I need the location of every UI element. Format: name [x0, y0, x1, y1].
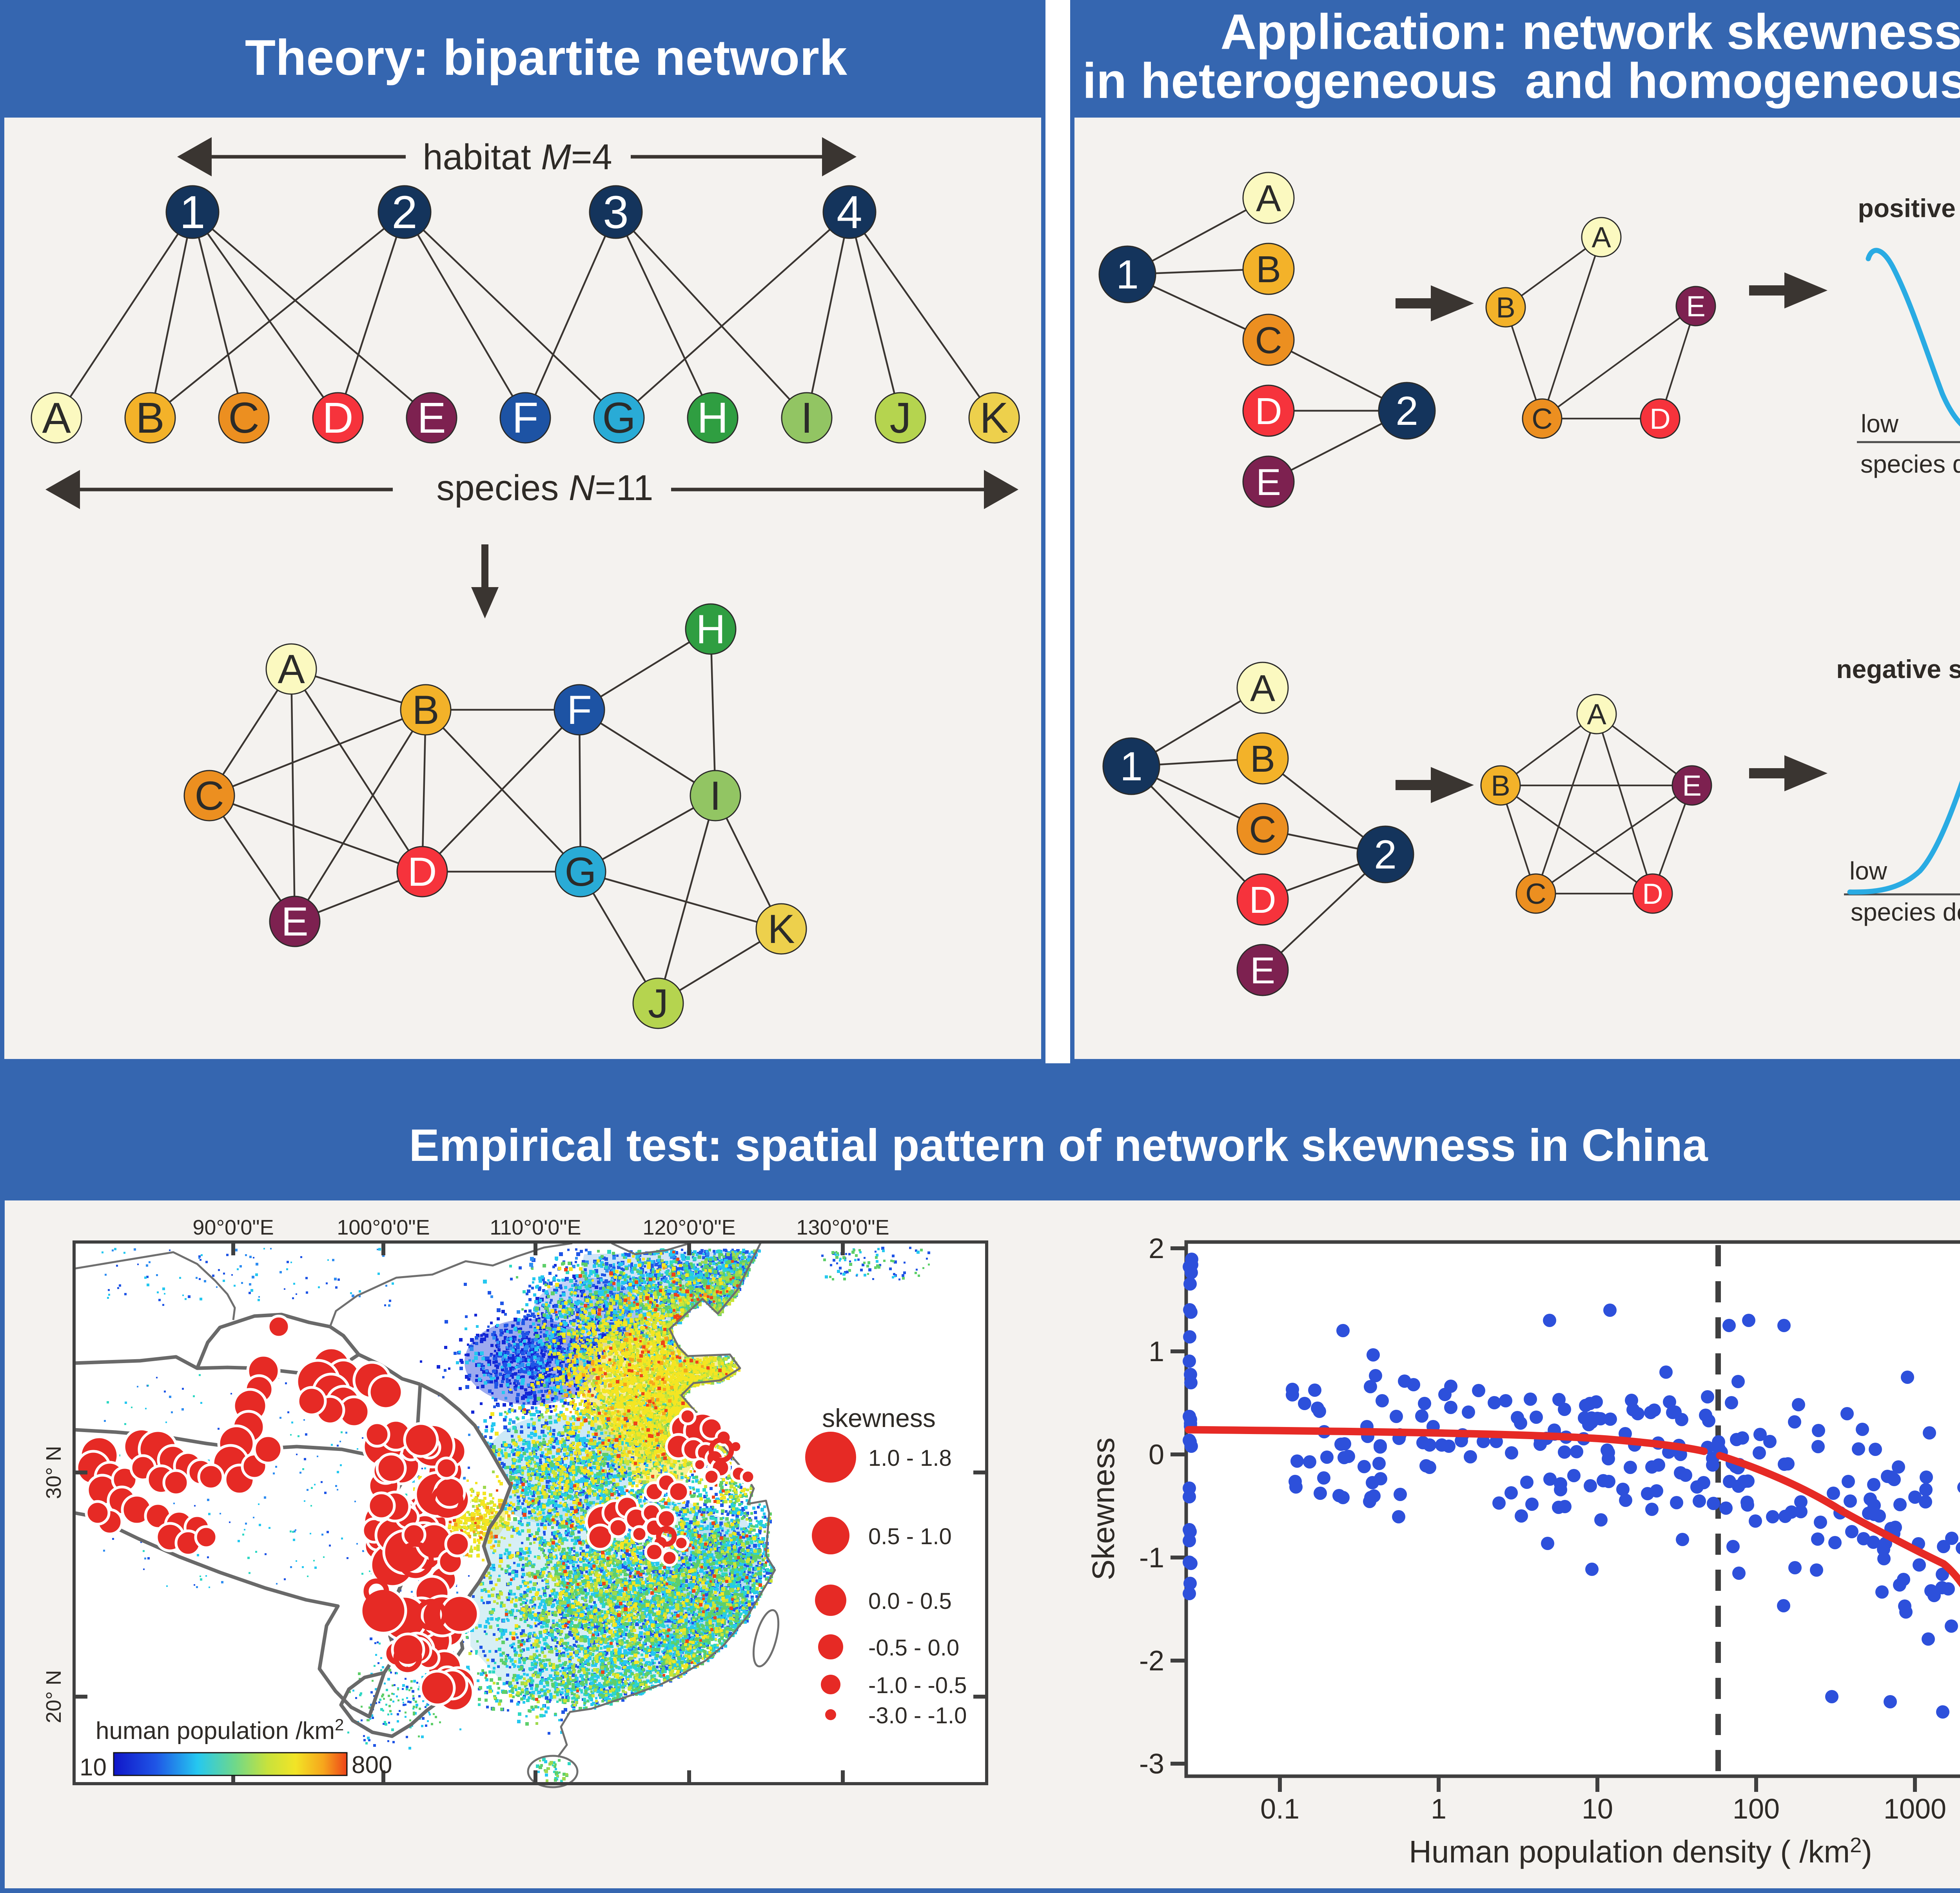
svg-text:H: H	[696, 607, 725, 652]
svg-text:10: 10	[1582, 1793, 1613, 1825]
svg-text:2: 2	[1396, 388, 1418, 434]
svg-text:30° N: 30° N	[42, 1446, 65, 1499]
svg-text:C: C	[1532, 403, 1552, 435]
svg-text:F: F	[567, 687, 592, 733]
svg-text:D: D	[1249, 879, 1276, 921]
svg-text:100: 100	[1733, 1793, 1780, 1825]
svg-text:species N=11: species N=11	[436, 468, 653, 508]
svg-text:1: 1	[1149, 1336, 1164, 1367]
svg-text:D: D	[1255, 390, 1282, 432]
svg-text:Empirical test: spatial patter: Empirical test: spatial pattern of netwo…	[409, 1120, 1708, 1171]
svg-text:B: B	[1496, 291, 1515, 324]
svg-text:A: A	[42, 394, 71, 442]
svg-text:in heterogeneous and homogene: in heterogeneous and homogeneous lakes	[1082, 53, 1960, 109]
svg-text:0.5 - 1.0: 0.5 - 1.0	[868, 1524, 952, 1549]
svg-text:4: 4	[837, 187, 862, 238]
svg-text:E: E	[1682, 769, 1701, 802]
svg-text:K: K	[768, 907, 795, 952]
svg-text:-0.5 - 0.0: -0.5 - 0.0	[868, 1635, 959, 1661]
svg-text:A: A	[1592, 221, 1611, 254]
svg-text:B: B	[1250, 738, 1275, 780]
svg-text:human population /km2: human population /km2	[96, 1715, 344, 1744]
svg-text:0: 0	[1149, 1439, 1164, 1471]
svg-text:species degree: species degree	[1851, 898, 1960, 926]
svg-text:C: C	[1249, 809, 1276, 850]
svg-text:I: I	[710, 773, 721, 819]
svg-text:1000: 1000	[1884, 1793, 1946, 1825]
svg-text:G: G	[565, 849, 597, 895]
svg-text:B: B	[1491, 769, 1510, 802]
svg-text:3: 3	[603, 187, 629, 238]
svg-text:2: 2	[1149, 1233, 1164, 1264]
svg-text:A: A	[1256, 178, 1281, 219]
svg-text:low: low	[1849, 857, 1887, 885]
svg-text:D: D	[1650, 403, 1670, 435]
svg-text:C: C	[228, 394, 259, 442]
svg-text:B: B	[136, 394, 164, 442]
svg-text:K: K	[980, 394, 1008, 442]
svg-text:E: E	[1256, 461, 1281, 503]
svg-text:10: 10	[80, 1754, 107, 1781]
svg-text:D: D	[1642, 878, 1663, 910]
svg-text:2: 2	[1374, 832, 1397, 878]
svg-text:H: H	[697, 394, 728, 442]
svg-text:positive skew: positive skew	[1858, 194, 1960, 223]
svg-text:800: 800	[352, 1752, 392, 1779]
svg-text:C: C	[1255, 319, 1282, 361]
svg-text:Skewness: Skewness	[1086, 1438, 1121, 1581]
svg-text:1: 1	[1116, 252, 1139, 297]
svg-text:Theory: bipartite network: Theory: bipartite network	[245, 30, 848, 86]
svg-text:1.0 - 1.8: 1.0 - 1.8	[868, 1445, 952, 1471]
svg-text:Application: network skewness: Application: network skewness	[1220, 4, 1960, 60]
svg-text:-3: -3	[1139, 1748, 1164, 1780]
svg-text:B: B	[1256, 248, 1281, 290]
svg-text:E: E	[281, 899, 308, 945]
svg-text:1: 1	[1120, 744, 1143, 789]
svg-text:120°0'0"E: 120°0'0"E	[642, 1216, 735, 1239]
svg-text:100°0'0"E: 100°0'0"E	[337, 1216, 430, 1239]
svg-text:J: J	[648, 981, 668, 1026]
svg-text:110°0'0"E: 110°0'0"E	[490, 1216, 581, 1239]
svg-text:C: C	[194, 773, 224, 819]
svg-text:20° N: 20° N	[42, 1670, 65, 1723]
svg-text:D: D	[407, 849, 437, 895]
svg-text:E: E	[1250, 950, 1275, 992]
svg-text:0.1: 0.1	[1260, 1793, 1299, 1825]
svg-text:-3.0 - -1.0: -3.0 - -1.0	[868, 1703, 967, 1728]
svg-text:G: G	[602, 394, 636, 442]
svg-text:A: A	[1250, 667, 1275, 709]
svg-text:C: C	[1525, 878, 1546, 910]
svg-text:B: B	[412, 687, 439, 733]
svg-text:negative skew: negative skew	[1836, 655, 1960, 684]
svg-text:90°0'0"E: 90°0'0"E	[192, 1216, 274, 1239]
svg-text:-1.0 - -0.5: -1.0 - -0.5	[868, 1673, 967, 1698]
svg-text:E: E	[1686, 290, 1705, 323]
svg-text:species degree: species degree	[1860, 450, 1960, 478]
svg-text:A: A	[1587, 698, 1606, 731]
svg-text:2: 2	[392, 187, 417, 238]
svg-text:0.0 - 0.5: 0.0 - 0.5	[868, 1588, 952, 1614]
svg-text:A: A	[278, 647, 305, 692]
svg-text:I: I	[801, 394, 813, 442]
svg-text:-1: -1	[1139, 1542, 1164, 1574]
svg-text:J: J	[890, 394, 911, 442]
svg-text:1: 1	[180, 187, 205, 238]
svg-text:1: 1	[1431, 1793, 1446, 1825]
svg-text:low: low	[1861, 410, 1899, 438]
svg-text:Human population density ( /k: Human population density ( /km2)	[1409, 1833, 1872, 1869]
svg-text:F: F	[512, 394, 538, 442]
svg-text:E: E	[417, 394, 446, 442]
svg-text:-2: -2	[1139, 1645, 1164, 1677]
svg-text:D: D	[322, 394, 353, 442]
svg-text:skewness: skewness	[822, 1403, 936, 1432]
svg-text:habitat M=4: habitat M=4	[423, 137, 612, 177]
svg-text:130°0'0"E: 130°0'0"E	[796, 1216, 889, 1239]
